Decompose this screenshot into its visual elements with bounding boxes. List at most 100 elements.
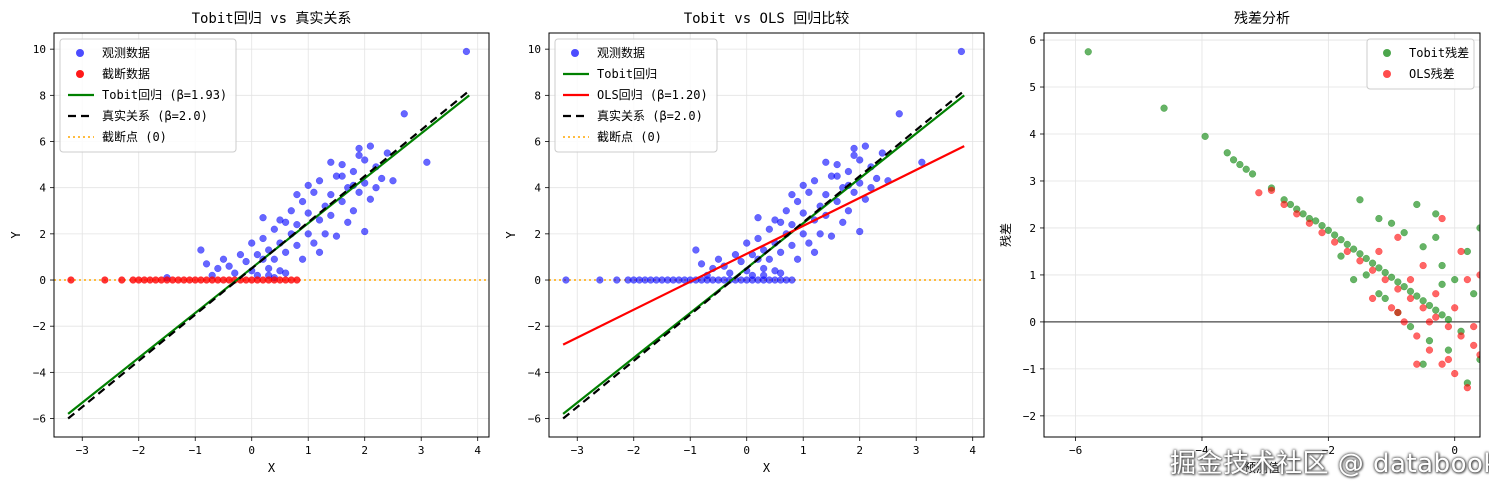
- data-point: [1432, 210, 1440, 218]
- data-point: [1318, 221, 1326, 230]
- data-point: [1470, 290, 1478, 298]
- data-point: [389, 177, 397, 185]
- data-point: [118, 276, 126, 284]
- data-point: [1432, 313, 1440, 321]
- data-point: [731, 250, 740, 259]
- y-tick-label: 8: [534, 89, 541, 102]
- data-point: [1242, 165, 1250, 173]
- data-point: [355, 188, 363, 196]
- x-tick-label: 4: [474, 444, 481, 457]
- data-point: [822, 190, 830, 199]
- data-point: [355, 144, 363, 153]
- data-point: [265, 264, 273, 273]
- data-point: [788, 220, 796, 229]
- data-point: [861, 142, 870, 150]
- data-point: [270, 225, 278, 233]
- data-point: [1305, 219, 1314, 227]
- data-point: [1432, 233, 1440, 241]
- y-tick-label: 10: [528, 43, 541, 56]
- data-point: [1343, 240, 1351, 249]
- data-point: [1368, 259, 1377, 267]
- data-point: [1425, 318, 1434, 326]
- data-point: [1084, 48, 1092, 56]
- data-point: [1394, 285, 1402, 293]
- data-point: [793, 255, 802, 263]
- x-tick-label: −6: [1069, 444, 1082, 457]
- data-point: [1444, 315, 1453, 324]
- data-point: [1425, 301, 1434, 310]
- data-point: [776, 248, 785, 256]
- data-point: [697, 260, 706, 268]
- data-point: [1362, 254, 1370, 263]
- data-point: [1331, 231, 1339, 239]
- data-point: [332, 232, 341, 240]
- y-tick-label: 0: [39, 274, 46, 287]
- data-point: [1236, 160, 1244, 169]
- data-point: [214, 264, 222, 273]
- data-point: [1457, 247, 1465, 256]
- y-axis-label: Y: [9, 231, 23, 239]
- data-point: [856, 227, 864, 236]
- plot-area: [54, 47, 489, 420]
- legend-label: 截断点 (0): [597, 129, 662, 144]
- data-point: [839, 218, 847, 226]
- watermark: 掘金技术社区 @ databook: [1170, 449, 1489, 479]
- data-point: [1387, 219, 1396, 227]
- x-tick-label: −4: [1195, 444, 1209, 457]
- data-point: [1483, 262, 1489, 269]
- data-point: [1438, 311, 1446, 319]
- data-point: [822, 158, 830, 166]
- data-point: [1470, 322, 1478, 331]
- data-point: [776, 218, 785, 226]
- x-tick-label: 3: [418, 444, 425, 457]
- y-axis-label: Y: [504, 231, 518, 239]
- data-point: [310, 239, 318, 247]
- regression-line: [562, 94, 965, 415]
- y-tick-label: 2: [1029, 222, 1036, 235]
- data-point: [1463, 275, 1472, 284]
- data-point: [1331, 238, 1339, 246]
- data-point: [562, 276, 570, 284]
- data-point: [765, 255, 773, 263]
- data-point: [1343, 247, 1351, 256]
- data-point: [748, 271, 757, 280]
- data-point: [1267, 186, 1276, 195]
- data-point: [1406, 322, 1415, 331]
- legend-marker: [76, 49, 84, 57]
- data-point: [1438, 261, 1446, 270]
- regression-line: [562, 145, 965, 346]
- data-point: [850, 144, 858, 153]
- data-point: [1463, 247, 1472, 256]
- data-point: [355, 151, 363, 160]
- y-tick-label: 1: [1029, 269, 1036, 282]
- data-point: [1444, 346, 1453, 354]
- data-point: [827, 232, 836, 240]
- data-point: [225, 262, 233, 270]
- data-point: [298, 197, 307, 206]
- data-point: [242, 257, 250, 266]
- data-point: [737, 257, 745, 266]
- data-point: [327, 190, 335, 199]
- regression-line: [67, 89, 470, 420]
- data-point: [1362, 271, 1370, 279]
- legend-label: 真实关系 (β=2.0): [597, 108, 703, 123]
- data-point: [378, 174, 386, 183]
- y-tick-label: −1: [1023, 363, 1036, 376]
- data-point: [1381, 294, 1389, 303]
- data-point: [1299, 210, 1307, 218]
- x-tick-label: −3: [76, 444, 89, 457]
- data-point: [788, 190, 796, 199]
- chart-tobit-vs-true: −3 −2 −1 0 1 2 3 4 −6 −4 −2 0 2 4 6 8 10 Tobit回归 vs 真实关系 X…: [9, 10, 490, 475]
- data-point: [805, 188, 813, 196]
- y-tick-label: 4: [1029, 128, 1036, 141]
- data-point: [760, 271, 768, 280]
- x-tick-label: −2: [1322, 444, 1335, 457]
- data-point: [1160, 104, 1168, 112]
- data-point: [1368, 294, 1377, 303]
- chart-title: 残差分析: [1234, 11, 1290, 27]
- data-point: [293, 241, 301, 250]
- data-point: [1413, 332, 1421, 340]
- data-point: [1381, 275, 1389, 284]
